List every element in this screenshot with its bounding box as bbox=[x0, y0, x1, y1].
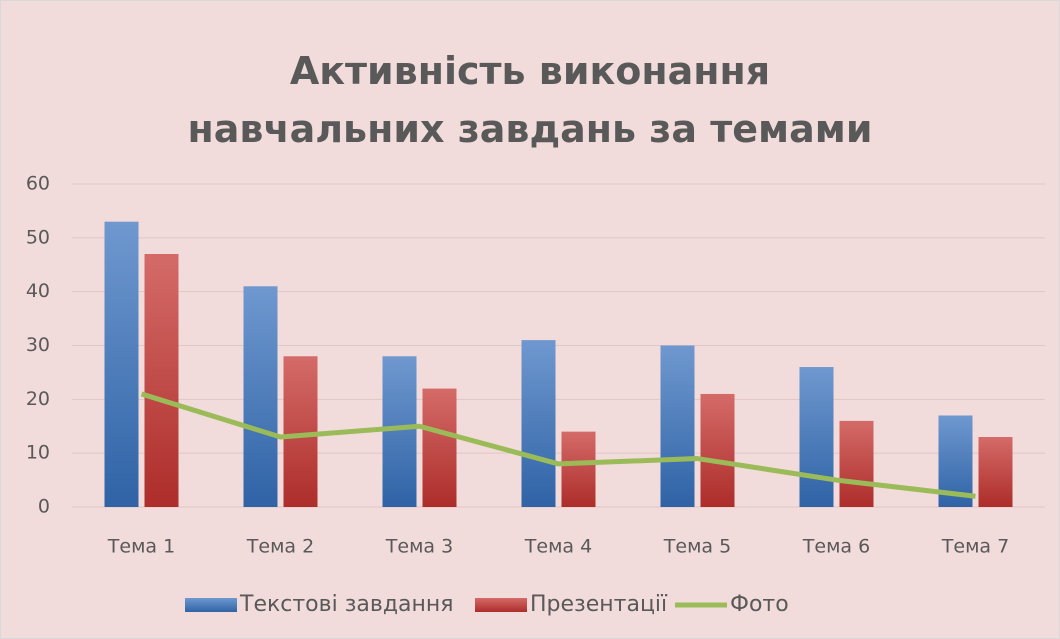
y-tick-label: 50 bbox=[26, 226, 50, 248]
y-tick-label: 20 bbox=[26, 388, 50, 410]
bar bbox=[243, 286, 278, 507]
bar bbox=[799, 367, 834, 507]
bar bbox=[104, 221, 139, 507]
bar bbox=[382, 356, 417, 507]
x-tick-label: Тема 5 bbox=[663, 536, 731, 558]
legend-label: Текстові завдання bbox=[239, 592, 454, 617]
bar bbox=[839, 420, 874, 507]
y-tick-label: 10 bbox=[26, 442, 50, 464]
x-tick-label: Тема 1 bbox=[107, 536, 175, 558]
bar bbox=[144, 253, 179, 507]
line bbox=[140, 391, 976, 499]
x-tick-label: Тема 4 bbox=[524, 536, 592, 558]
bar bbox=[283, 356, 318, 507]
x-tick-label: Тема 2 bbox=[246, 536, 314, 558]
y-tick-label: 0 bbox=[38, 496, 50, 518]
chart-title: Активність виконання навчальних завдань … bbox=[187, 49, 873, 151]
x-tick-label: Тема 6 bbox=[802, 536, 870, 558]
bar bbox=[561, 431, 596, 507]
x-tick-label: Тема 7 bbox=[941, 536, 1009, 558]
bar bbox=[660, 345, 695, 507]
bar bbox=[978, 437, 1013, 507]
legend-swatch bbox=[185, 598, 237, 612]
legend-swatch bbox=[475, 598, 527, 612]
y-tick-label: 30 bbox=[26, 334, 50, 356]
bar bbox=[700, 393, 735, 507]
y-tick-label: 40 bbox=[26, 280, 50, 302]
legend-label: Фото bbox=[730, 592, 789, 617]
bar bbox=[422, 388, 457, 507]
bar bbox=[521, 340, 556, 507]
x-tick-label: Тема 3 bbox=[385, 536, 453, 558]
y-tick-label: 60 bbox=[26, 173, 50, 195]
legend-label: Презентації bbox=[530, 592, 668, 617]
